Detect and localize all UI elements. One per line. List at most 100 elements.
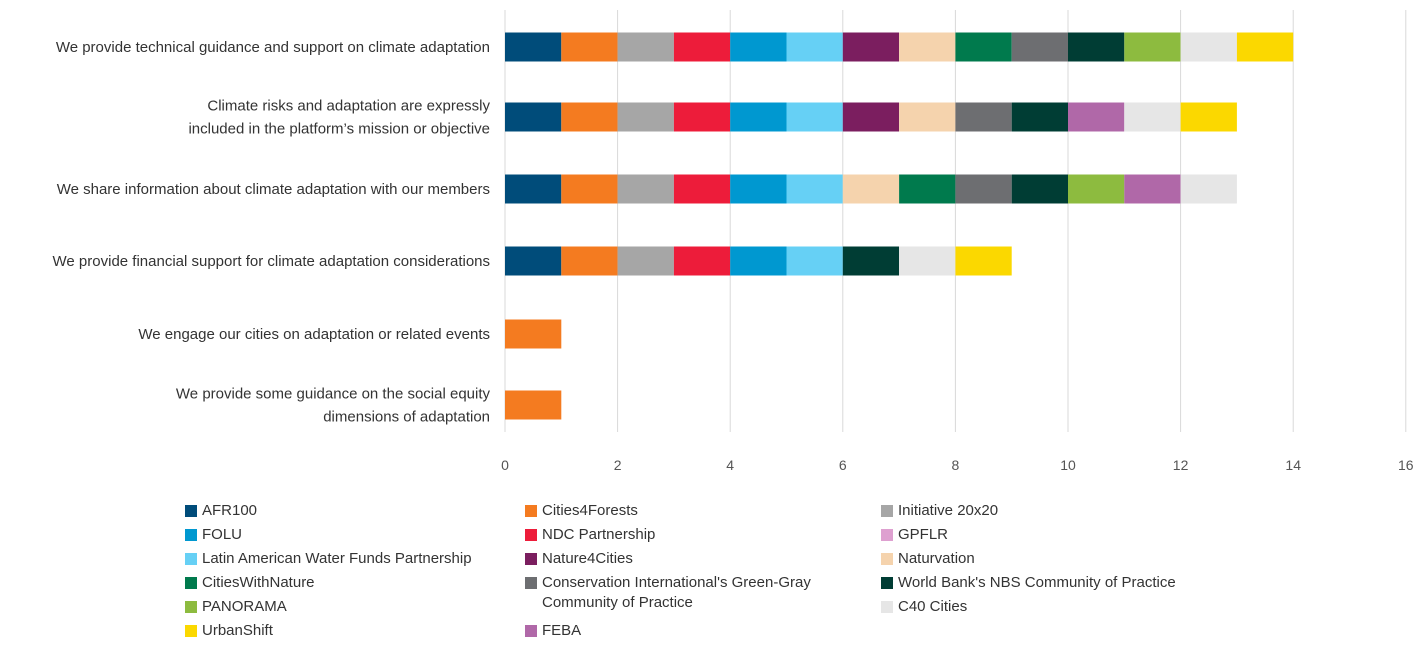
bar-segment <box>505 174 562 204</box>
bar-segment <box>673 246 731 276</box>
legend-item: AFR100 <box>185 501 257 521</box>
legend-swatch <box>881 601 893 613</box>
legend-item: Cities4Forests <box>525 501 638 521</box>
category-label: We provide some guidance on the social e… <box>176 386 491 426</box>
bar-segment <box>1011 102 1068 132</box>
legend-label: Latin American Water Funds Partnership <box>202 550 472 567</box>
bar-segment <box>786 102 843 132</box>
legend-item: Initiative 20x20 <box>881 501 998 521</box>
legend-swatch <box>525 529 537 541</box>
legend-item: FOLU <box>185 525 242 545</box>
legend-item: PANORAMA <box>185 597 287 617</box>
legend-item: GPFLR <box>881 525 948 545</box>
legend-item: CitiesWithNature <box>185 573 315 593</box>
legend-label: NDC Partnership <box>542 526 656 543</box>
legend-label: Initiative 20x20 <box>898 502 999 519</box>
bar-segment <box>730 32 787 62</box>
legend-label: UrbanShift <box>202 622 273 639</box>
bar-segment <box>786 174 843 204</box>
legend-label: Nature4Cities <box>542 550 633 567</box>
bar-segment <box>505 246 562 276</box>
bar-segment <box>673 174 731 204</box>
category-label: We provide technical guidance and suppor… <box>56 39 490 56</box>
bar-segment <box>617 102 674 132</box>
legend-label: CitiesWithNature <box>202 574 315 591</box>
legend-label: C40 Cities <box>898 598 968 615</box>
x-axis-ticks: 0 2 4 6 8 10 12 14 16 <box>501 457 1414 473</box>
category-label: We provide financial support for climate… <box>53 253 490 270</box>
gridlines <box>504 10 1407 432</box>
legend-swatch <box>525 625 537 637</box>
legend-swatch <box>185 625 197 637</box>
bar-segment <box>842 246 900 276</box>
bar-segment <box>1180 102 1237 132</box>
bar-segment <box>505 319 562 349</box>
bar-segment <box>842 32 900 62</box>
legend-item: Naturvation <box>881 549 975 569</box>
bar-segment <box>899 32 956 62</box>
bar-segment <box>899 174 956 204</box>
legend-swatch <box>185 529 197 541</box>
legend-label: World Bank's NBS Community of Practice <box>898 574 1176 591</box>
bar-segment <box>561 246 618 276</box>
legend-swatch <box>185 577 197 589</box>
legend-swatch <box>525 505 537 517</box>
bar-segment <box>786 32 843 62</box>
category-labels: We provide technical guidance and suppor… <box>53 39 491 426</box>
bar-segment <box>730 246 787 276</box>
bar-segment <box>1180 174 1237 204</box>
bar-segment <box>673 102 731 132</box>
legend-swatch <box>185 505 197 517</box>
legend-label: Naturvation <box>898 550 975 567</box>
bar-segment <box>1068 32 1125 62</box>
bar-segment <box>730 102 787 132</box>
legend-swatch <box>525 553 537 565</box>
bar-segment <box>505 390 562 420</box>
bar-segment <box>617 246 674 276</box>
bars <box>505 32 1294 420</box>
legend-label: GPFLR <box>898 526 949 543</box>
legend-label: Cities4Forests <box>542 502 638 519</box>
bar-segment <box>1011 174 1068 204</box>
bar-segment <box>1068 102 1125 132</box>
bar-segment <box>842 174 900 204</box>
legend-item: C40 Cities <box>881 597 967 617</box>
x-tick-label: 14 <box>1285 457 1301 473</box>
bar-segment <box>1011 32 1068 62</box>
bar-segment <box>899 102 956 132</box>
legend-item: UrbanShift <box>185 621 273 641</box>
legend-swatch <box>185 601 197 613</box>
bar-segment <box>955 32 1012 62</box>
bar-segment <box>730 174 787 204</box>
category-label: We engage our cities on adaptation or re… <box>138 326 490 343</box>
bar-segment <box>617 32 674 62</box>
legend-label: AFR100 <box>202 502 258 519</box>
legend-swatch <box>881 505 893 517</box>
x-tick-label: 16 <box>1398 457 1414 473</box>
x-tick-label: 2 <box>614 457 622 473</box>
bar-segment <box>561 32 618 62</box>
bar-segment <box>505 102 562 132</box>
bar-segment <box>505 32 562 62</box>
bar-segment <box>1236 32 1294 62</box>
legend-swatch <box>881 577 893 589</box>
x-tick-label: 12 <box>1173 457 1189 473</box>
bar-segment <box>1124 102 1181 132</box>
legend-swatch <box>881 529 893 541</box>
legend-label: PANORAMA <box>202 598 287 615</box>
x-tick-label: 6 <box>839 457 847 473</box>
legend-label: Conservation International's Green-Gray … <box>542 574 811 611</box>
legend-item: Nature4Cities <box>525 549 633 569</box>
bar-segment <box>1068 174 1125 204</box>
bar-segment <box>561 102 618 132</box>
bar-segment <box>617 174 674 204</box>
bar-segment <box>955 174 1012 204</box>
legend-item: Conservation International's Green-Gray … <box>525 573 811 613</box>
bar-segment <box>673 32 731 62</box>
x-tick-label: 8 <box>952 457 960 473</box>
legend-swatch <box>881 553 893 565</box>
legend-item: World Bank's NBS Community of Practice <box>881 573 1176 593</box>
category-label: We share information about climate adapt… <box>57 181 490 198</box>
legend-item: NDC Partnership <box>525 525 655 545</box>
